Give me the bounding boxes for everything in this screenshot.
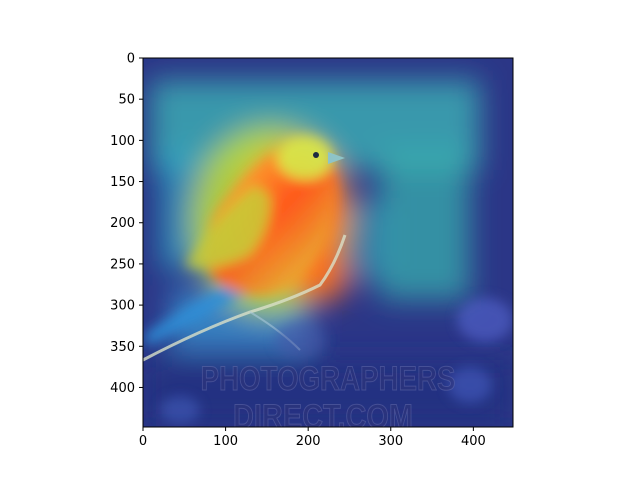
x-axis: 0 100 200 300 400 [139,427,486,449]
x-tick-label: 300 [378,434,403,449]
heatmap-image: PHOTOGRAPHERS DIRECT.COM [143,58,513,436]
y-tick-label: 250 [110,257,135,272]
y-tick-label: 50 [118,93,135,108]
x-tick-label: 100 [213,434,238,449]
y-axis: 0 50 100 150 200 250 300 350 400 [110,52,143,396]
y-tick-label: 300 [110,299,135,314]
y-tick-label: 0 [127,52,135,67]
x-tick-label: 400 [461,434,486,449]
bird-eye [313,152,319,158]
x-tick-label: 0 [139,434,147,449]
y-tick-label: 100 [110,134,135,149]
y-tick-label: 350 [110,340,135,355]
y-tick-label: 200 [110,216,135,231]
watermark-line-2: DIRECT.COM [233,398,413,436]
watermark-line-1: PHOTOGRAPHERS [201,360,456,398]
y-tick-label: 400 [110,381,135,396]
y-tick-label: 150 [110,175,135,190]
x-tick-label: 200 [296,434,321,449]
